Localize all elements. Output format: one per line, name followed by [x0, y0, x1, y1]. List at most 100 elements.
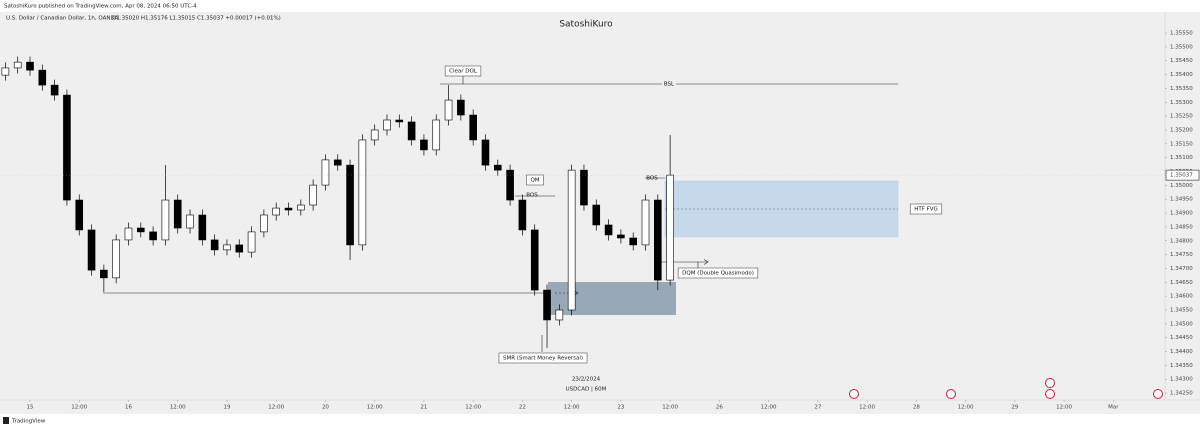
brand-logo	[3, 417, 9, 424]
y-tick-label: 1.34400	[1170, 349, 1193, 355]
x-tick-label: 21	[420, 405, 427, 411]
last-price-box	[1165, 169, 1200, 181]
annotation-label: HTF FVG	[914, 207, 938, 213]
candle-body	[481, 139, 490, 166]
candle-body	[272, 207, 281, 216]
candle-body	[173, 199, 182, 229]
y-tick-label: 1.35500	[1170, 44, 1193, 50]
date-label: 23/2/2024	[572, 377, 601, 383]
candle-body	[13, 61, 22, 69]
candle-body	[112, 239, 120, 279]
last-price-label: 1.35037	[1170, 173, 1193, 179]
x-tick-label: 12:00	[71, 405, 87, 411]
event-icon	[946, 389, 956, 399]
candle-body	[223, 244, 231, 251]
candle-body	[284, 207, 293, 211]
candle-body	[210, 239, 219, 251]
candle-body	[75, 199, 84, 231]
candle-body	[641, 199, 650, 246]
x-tick-label: 29	[1011, 405, 1018, 411]
event-icon	[1045, 389, 1055, 399]
y-tick-label: 1.34650	[1170, 280, 1193, 286]
candle-body	[420, 139, 428, 151]
candle-body	[617, 234, 625, 239]
annotation-label: BOS	[646, 176, 658, 182]
event-icons	[849, 378, 1163, 399]
annotation-box	[909, 203, 943, 215]
event-icon	[1045, 378, 1055, 388]
candle-body	[580, 169, 588, 206]
x-tick-label: 28	[913, 405, 920, 411]
annotation-label: BSL	[664, 82, 675, 88]
y-tick-label: 1.34700	[1170, 266, 1193, 272]
x-tick-label: 12:00	[1056, 405, 1072, 411]
annotation-box	[677, 267, 759, 279]
y-tick-label: 1.35100	[1170, 155, 1193, 161]
x-tick-label: 12:00	[170, 405, 186, 411]
y-tick-label: 1.35250	[1170, 114, 1193, 120]
annotation-box	[498, 352, 588, 364]
x-tick-label: Mar	[1108, 405, 1119, 411]
candle-body	[87, 229, 96, 271]
annotation-label: Clear DOL	[449, 69, 478, 75]
candle-body	[124, 227, 133, 241]
y-tick-label: 1.34800	[1170, 238, 1193, 244]
candle-body	[395, 119, 404, 123]
x-tick-label: 26	[716, 405, 723, 411]
candle-body	[530, 229, 539, 291]
y-tick-label: 1.34900	[1170, 211, 1193, 217]
candle-body	[26, 61, 34, 71]
y-tick-label: 1.35150	[1170, 141, 1193, 147]
y-tick-label: 1.34600	[1170, 294, 1193, 300]
annotation-label: SMR (Smart Money Reversal)	[503, 356, 583, 362]
candle-body	[136, 227, 145, 233]
candle-body	[383, 119, 391, 131]
candle-body	[666, 174, 674, 281]
candle-body	[543, 289, 551, 321]
y-tick-label: 1.34300	[1170, 377, 1193, 383]
annotation-bg	[662, 80, 676, 88]
y-tick-label: 1.35350	[1170, 86, 1193, 92]
candle-body	[407, 121, 416, 141]
annotation-box	[444, 65, 482, 77]
candle-body	[186, 214, 194, 229]
plot-area	[0, 12, 1165, 400]
x-tick-label: 12:00	[564, 405, 580, 411]
x-tick-label: 12:00	[859, 405, 875, 411]
x-tick-label: 23	[617, 405, 624, 411]
annotations: Clear DOL BSL QM BOS BOS SMR (Smart Money Rev…	[103, 65, 943, 364]
candle-body	[260, 214, 268, 233]
candle-body	[469, 114, 477, 141]
ticker-label: USDCAD | 60M	[566, 387, 607, 393]
y-tick-label: 1.34500	[1170, 321, 1193, 327]
y-tick-label: 1.34950	[1170, 197, 1193, 203]
candle-body	[297, 204, 305, 211]
candle-body	[321, 159, 330, 186]
x-tick-label: 20	[322, 405, 329, 411]
x-tick-label: 15	[26, 405, 33, 411]
candle-body	[358, 139, 367, 246]
x-tick-label: 27	[814, 405, 821, 411]
publisher-line: SatoshiKuro published on TradingView.com…	[4, 4, 197, 10]
y-tick-label: 1.35200	[1170, 127, 1193, 133]
y-tick-label: 1.34550	[1170, 307, 1193, 313]
watermark: SatoshiKuro	[559, 20, 613, 30]
candle-body	[629, 237, 637, 246]
x-tick-label: 12:00	[662, 405, 678, 411]
candle-body	[63, 94, 71, 201]
event-icon	[1153, 389, 1163, 399]
symbol-name: U.S. Dollar / Canadian Dollar, 1h, OANDA	[6, 16, 119, 22]
candle-body	[309, 184, 317, 206]
candle-body	[50, 84, 59, 96]
x-tick-label: 16	[125, 405, 132, 411]
y-tick-label: 1.35400	[1170, 72, 1193, 78]
x-tick-label: 19	[223, 405, 230, 411]
annotation-label: DQM (Double Quasimodo)	[682, 271, 754, 277]
candle-body	[38, 69, 47, 86]
candle-body	[654, 199, 662, 281]
y-tick-label: 1.35550	[1170, 31, 1193, 37]
x-tick-label: 12:00	[268, 405, 284, 411]
candle-body	[235, 244, 244, 253]
